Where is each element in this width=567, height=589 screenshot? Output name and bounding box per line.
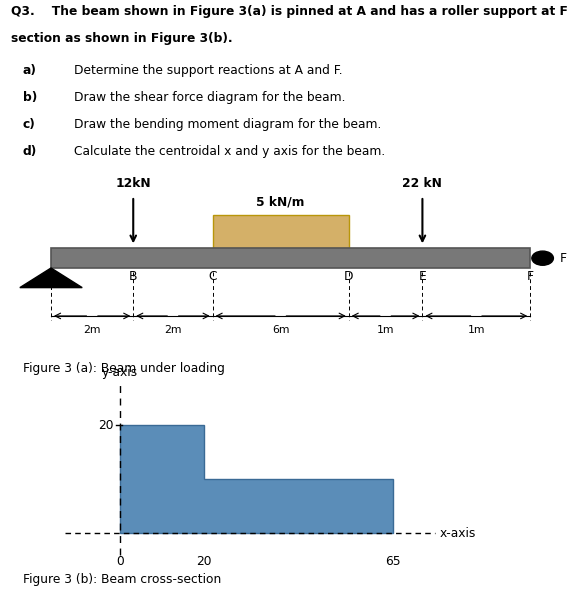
- Text: C: C: [209, 270, 217, 283]
- Ellipse shape: [532, 251, 553, 265]
- Text: Q3.    The beam shown in Figure 3(a) is pinned at A and has a roller support at : Q3. The beam shown in Figure 3(a) is pin…: [11, 5, 567, 18]
- Text: a): a): [23, 64, 36, 77]
- Text: D: D: [344, 270, 353, 283]
- Text: 2m: 2m: [164, 325, 181, 335]
- Text: 20: 20: [98, 419, 113, 432]
- Text: A: A: [47, 270, 55, 283]
- Text: Draw the shear force diagram for the beam.: Draw the shear force diagram for the bea…: [74, 91, 345, 104]
- Polygon shape: [20, 268, 82, 287]
- Text: F: F: [527, 270, 534, 283]
- Text: y-axis: y-axis: [101, 366, 138, 379]
- Bar: [51, 249, 530, 268]
- Text: Figure 3 (b): Beam cross-section: Figure 3 (b): Beam cross-section: [23, 573, 221, 586]
- Text: 2m: 2m: [83, 325, 101, 335]
- Text: B: B: [129, 270, 137, 283]
- Text: 65: 65: [386, 555, 401, 568]
- Text: 20: 20: [196, 555, 211, 568]
- Text: x-axis: x-axis: [439, 527, 476, 540]
- Text: section as shown in Figure 3(b).: section as shown in Figure 3(b).: [11, 32, 233, 45]
- Polygon shape: [120, 425, 393, 533]
- Text: 12kN: 12kN: [116, 177, 151, 190]
- Text: Calculate the centroidal x and y axis for the beam.: Calculate the centroidal x and y axis fo…: [74, 145, 385, 158]
- Text: Draw the bending moment diagram for the beam.: Draw the bending moment diagram for the …: [74, 118, 381, 131]
- Text: c): c): [23, 118, 35, 131]
- Text: 1m: 1m: [468, 325, 485, 335]
- Text: E: E: [418, 270, 426, 283]
- Text: Determine the support reactions at A and F.: Determine the support reactions at A and…: [74, 64, 342, 77]
- Text: d): d): [23, 145, 37, 158]
- Text: 22 kN: 22 kN: [403, 177, 442, 190]
- Text: 1m: 1m: [377, 325, 394, 335]
- Text: 5 kN/m: 5 kN/m: [256, 195, 305, 208]
- Bar: [213, 214, 349, 249]
- Text: Figure 3 (a): Beam under loading: Figure 3 (a): Beam under loading: [23, 362, 225, 375]
- Text: b): b): [23, 91, 37, 104]
- Text: 6m: 6m: [272, 325, 289, 335]
- Text: F: F: [560, 252, 567, 264]
- Text: 0: 0: [116, 555, 124, 568]
